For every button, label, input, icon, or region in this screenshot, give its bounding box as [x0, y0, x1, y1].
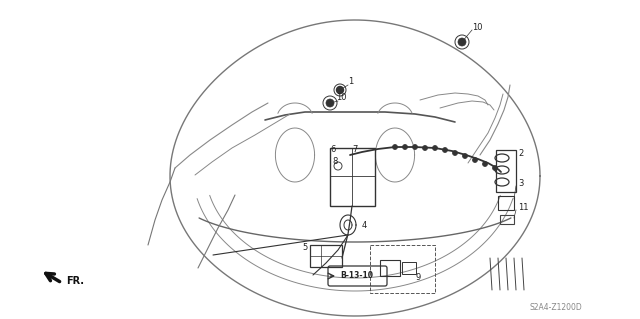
Circle shape [422, 145, 428, 151]
Circle shape [403, 145, 408, 150]
Circle shape [493, 166, 497, 170]
Bar [330, 148, 375, 206]
Bar [310, 245, 342, 267]
Circle shape [452, 151, 458, 155]
Circle shape [442, 147, 447, 152]
Circle shape [392, 145, 397, 150]
Circle shape [326, 99, 334, 107]
Text: 4: 4 [362, 220, 367, 229]
Bar [370, 245, 435, 293]
Circle shape [472, 158, 477, 162]
Text: 10: 10 [336, 93, 346, 102]
Circle shape [433, 145, 438, 151]
Text: 6: 6 [330, 145, 335, 153]
Text: 5: 5 [302, 243, 307, 253]
Bar [500, 215, 514, 224]
Text: 9: 9 [416, 273, 421, 283]
Bar [498, 196, 514, 210]
Circle shape [413, 145, 417, 150]
Bar [496, 150, 516, 192]
Circle shape [458, 38, 466, 46]
Bar [402, 262, 416, 274]
Text: 8: 8 [332, 158, 337, 167]
Circle shape [337, 86, 344, 93]
Text: S2A4-Z1200D: S2A4-Z1200D [530, 302, 583, 311]
Bar [380, 260, 400, 276]
Circle shape [483, 161, 488, 167]
Text: FR.: FR. [66, 276, 84, 286]
Text: 3: 3 [518, 179, 524, 188]
Text: 7: 7 [352, 145, 357, 153]
Text: B-13-10: B-13-10 [340, 271, 373, 280]
Text: 10: 10 [472, 23, 483, 32]
Text: 2: 2 [518, 149, 524, 158]
Text: 11: 11 [518, 203, 529, 211]
Text: 1: 1 [348, 78, 353, 86]
Circle shape [463, 153, 467, 159]
